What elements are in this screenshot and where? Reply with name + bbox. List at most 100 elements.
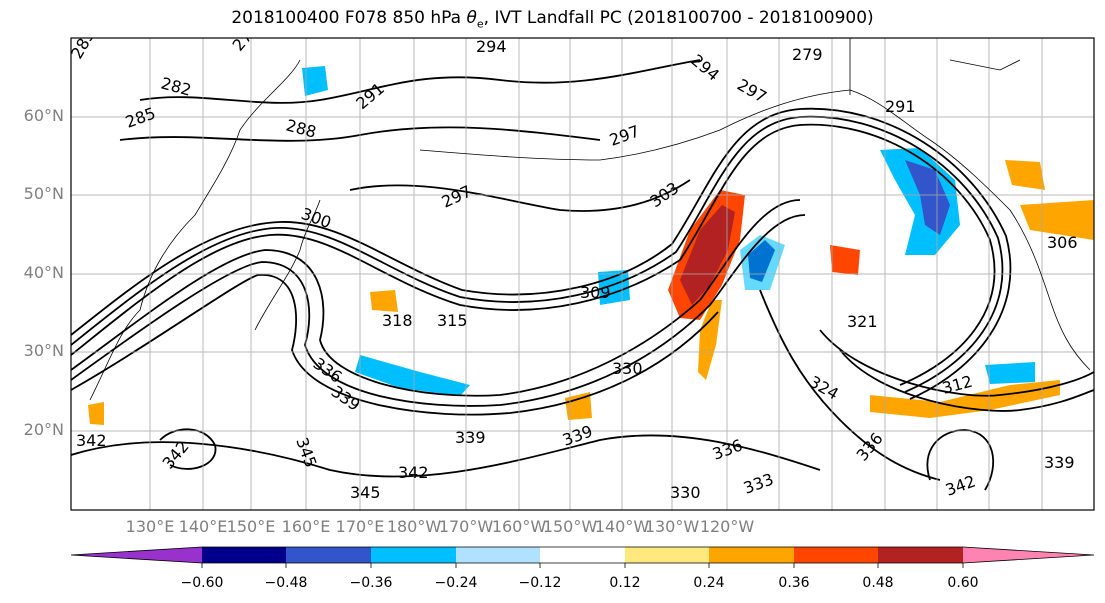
colorbar-bin [202,547,286,563]
lon-label: 150°W [542,517,598,536]
lat-label: 20°N [23,420,64,439]
contour-line [71,199,801,397]
lon-label: 140°W [594,517,650,536]
coastline-na-interior [849,38,1021,95]
pc-positive-patch-coast [1020,200,1094,240]
contour-label: 294 [687,51,723,85]
colorbar-bin [286,547,371,563]
coastline-aleutians [419,129,721,161]
coastline-asia [89,59,301,401]
coastline-japan [254,199,321,331]
map-gridlines [71,38,1094,510]
contour-label: 336 [710,435,745,463]
colorbar-extend-left [71,547,202,563]
lon-label: 160°W [491,517,547,536]
contour-label: 279 [229,19,263,55]
contour-line [71,115,1004,393]
contour-line [349,179,691,212]
lat-label: 60°N [23,106,64,125]
colorbar-bin [794,547,878,563]
contour-label: 315 [437,311,468,330]
contour-label: 297 [734,75,770,107]
colorbar-tick-label: 0.24 [693,575,725,591]
lon-label: 150°E [226,517,276,536]
contour-line [71,123,996,386]
colorbar-tick-label: 0.36 [778,575,810,591]
colorbar-bin [540,547,625,563]
colorbar-tick-label: 0.60 [947,575,979,591]
lon-label: 170°W [438,517,494,536]
lon-label: 140°E [178,517,228,536]
pc-positive-patch-southwest [88,402,104,425]
lat-label: 30°N [23,341,64,360]
pc-negative-patch-southeast [985,362,1035,384]
contour-label: 333 [741,469,776,497]
lon-label: 170°E [335,517,385,536]
lon-label: 130°W [644,517,700,536]
pc-positive-core-central-pacific [680,205,735,305]
title-text-before: 2018100400 F078 850 hPa [231,8,467,28]
contour-label: 330 [612,359,643,378]
contour-label: 309 [580,283,611,302]
contour-label: 312 [940,372,974,398]
colorbar-bin [371,547,456,563]
contour-labels: 294 279 279 285 294 297 291 282 285 288 … [71,19,1078,502]
lon-label: 160°E [281,517,331,536]
contour-label: 345 [350,483,381,502]
pc-positive-patch-northeast [1005,160,1045,190]
colorbar-tick-label: 0.48 [862,575,894,591]
colorbar-tick-label: −0.36 [349,575,393,591]
contour-label: 291 [352,79,388,113]
colorbar-extend-right [963,547,1094,563]
contour-label: 324 [806,372,842,404]
pc-positive-patch-west [370,290,398,312]
pc-negative-patch-north [302,66,328,96]
colorbar-tick-label: −0.24 [434,575,478,591]
title-symbol-sub: e [476,17,484,31]
contour-label: 297 [439,181,475,211]
contour-label: 303 [646,178,682,211]
pc-positive-edge [698,300,722,380]
contour-line [759,289,941,481]
title-text-after: , IVT Landfall PC (2018100700 - 20181009… [483,8,874,28]
pc-negative-core-gulf-alaska [905,160,950,235]
contour-label: 282 [159,74,193,100]
contour-line [139,59,701,104]
title-symbol: θ [466,8,477,28]
contour-line [819,329,1094,397]
colorbar-tick-label: 0.12 [609,575,641,591]
colorbar-tick-label: −0.12 [518,575,562,591]
lon-label: 120°W [699,517,755,536]
contour-label: 321 [847,312,878,331]
pc-shading [88,66,1094,425]
colorbar-bin [625,547,709,563]
pc-positive-band-subtropics [870,380,1060,418]
contour-label: 330 [670,483,701,502]
contour-label: 279 [792,45,823,64]
map-plot-area: 294 279 279 285 294 297 291 282 285 288 … [71,19,1094,510]
contour-label: 345 [292,435,320,470]
contour-line [71,274,719,416]
colorbar-bin [456,547,540,563]
lat-label: 40°N [23,263,64,282]
contour-label: 336 [853,429,887,465]
contour-line [71,214,806,407]
contour-label: 339 [1044,453,1075,472]
contour-label: 306 [1047,233,1078,252]
contour-label: 342 [398,463,429,482]
pc-negative-edge-east-pacific [740,235,785,290]
map-title: 2018100400 F078 850 hPa θe, IVT Landfall… [0,8,1105,30]
contour-label: 342 [76,431,107,450]
pc-positive-patch-south [565,392,592,420]
contour-label: 291 [885,97,916,116]
contour-label: 339 [455,428,486,447]
colorbar-tick-label: −0.60 [180,575,224,591]
pc-negative-band-subtropics [355,355,470,396]
lat-label: 50°N [23,184,64,203]
contour-label: 342 [943,471,978,499]
contour-label: 288 [284,116,318,142]
contour-label: 339 [328,382,364,415]
colorbar-tick-label: −0.48 [264,575,308,591]
lon-label: 130°E [125,517,175,536]
